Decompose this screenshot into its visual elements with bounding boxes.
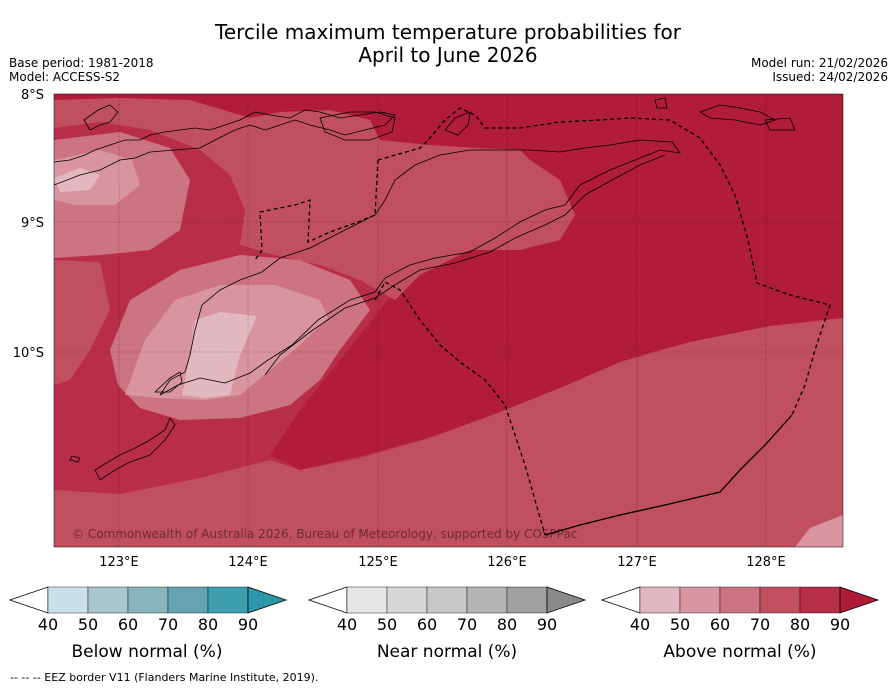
model-label: Model: ACCESS-S2 bbox=[9, 70, 121, 84]
colorbar-segment bbox=[127, 586, 169, 614]
field-90-north bbox=[54, 94, 843, 470]
colorbar-segment bbox=[346, 586, 388, 614]
colorbar-segment bbox=[639, 586, 681, 614]
colorbar-segment bbox=[799, 586, 841, 614]
colorbar-segment bbox=[426, 586, 468, 614]
colorbar-tick-label: 80 bbox=[198, 615, 218, 634]
colorbar-tick-label: 90 bbox=[537, 615, 557, 634]
colorbar-tick-label: 40 bbox=[630, 615, 650, 634]
map-title-line1: Tercile maximum temperature probabilitie… bbox=[215, 20, 681, 44]
colorbar-tick-label: 60 bbox=[417, 615, 437, 634]
lon-label-128e: 128°E bbox=[746, 555, 786, 570]
colorbar-segment bbox=[759, 586, 801, 614]
issued-label: Issued: 24/02/2026 bbox=[772, 70, 888, 84]
colorbar-tick-label: 70 bbox=[750, 615, 770, 634]
field-70-southeast bbox=[54, 318, 843, 547]
legend-above-normal: 40 50 60 70 80 90 Above normal (%) bbox=[600, 586, 880, 662]
model-run-label: Model run: 21/02/2026 bbox=[750, 56, 888, 70]
lat-labels: 8°S 9°S 10°S bbox=[13, 88, 44, 361]
coastlines bbox=[54, 97, 796, 481]
map-frame bbox=[53, 93, 844, 548]
eastern-islands-coast bbox=[654, 97, 796, 131]
base-period-label: Base period: 1981-2018 bbox=[9, 56, 154, 70]
colorbar-tick-label: 60 bbox=[118, 615, 138, 634]
colorbar-segment bbox=[386, 586, 428, 614]
colorbar-tick-label: 40 bbox=[337, 615, 357, 634]
colorbar-extend-low bbox=[307, 586, 348, 614]
lon-label-124e: 124°E bbox=[228, 555, 268, 570]
colorbar-extend-high bbox=[546, 586, 587, 614]
colorbar-extend-low bbox=[8, 586, 49, 614]
colorbar-tick-label: 40 bbox=[38, 615, 58, 634]
lon-label-127e: 127°E bbox=[617, 555, 657, 570]
colorbar-tick-label: 80 bbox=[790, 615, 810, 634]
colorbar-tick-label: 70 bbox=[158, 615, 178, 634]
colorbar-extend-high bbox=[247, 586, 288, 614]
field-40-northwest bbox=[54, 168, 100, 192]
colorbar-tick-label: 60 bbox=[710, 615, 730, 634]
field-70-west bbox=[54, 98, 575, 300]
colorbar-extend-high bbox=[839, 586, 880, 614]
lat-label-8s: 8°S bbox=[21, 88, 44, 103]
colorbar-tick-label: 80 bbox=[497, 615, 517, 634]
eez-border-timor-leste bbox=[377, 107, 831, 416]
colorbar-segment bbox=[167, 586, 209, 614]
timor-inner-coast bbox=[264, 154, 666, 376]
map-title-line2: April to June 2026 bbox=[358, 43, 538, 67]
wetar-island-coast bbox=[319, 111, 396, 141]
legend-below-normal: 40 50 60 70 80 90 Below normal (%) bbox=[8, 586, 288, 662]
eez-footnote: -- -- -- EEZ border V11 (Flanders Marine… bbox=[10, 671, 319, 684]
north-small-island bbox=[444, 111, 471, 136]
colorbar-extend-low bbox=[600, 586, 641, 614]
colorbar-tick-label: 50 bbox=[670, 615, 690, 634]
eez-border-timor-south bbox=[254, 159, 379, 261]
legend-near-title: Near normal (%) bbox=[377, 642, 517, 662]
colorbar-segment bbox=[466, 586, 508, 614]
field-70-southwest bbox=[54, 260, 110, 385]
lon-label-123e: 123°E bbox=[99, 555, 139, 570]
lon-labels: 123°E 124°E 125°E 126°E 127°E 128°E bbox=[99, 555, 786, 570]
colorbar-segment bbox=[207, 586, 249, 614]
lat-label-9s: 9°S bbox=[21, 216, 44, 231]
colorbar-tick-label: 70 bbox=[457, 615, 477, 634]
alor-island-coast bbox=[83, 104, 119, 131]
copyright-label: © Commonwealth of Australia 2026, Bureau… bbox=[72, 527, 577, 541]
colorbar-segment bbox=[679, 586, 721, 614]
legend-above-title: Above normal (%) bbox=[663, 642, 816, 662]
field-50-southeast-corner bbox=[795, 515, 843, 547]
flores-islands-coast bbox=[54, 109, 396, 186]
colorbar-segment bbox=[47, 586, 89, 614]
colorbar-tick-label: 50 bbox=[377, 615, 397, 634]
colorbar-tick-label: 90 bbox=[238, 615, 258, 634]
timor-island-coast bbox=[159, 139, 681, 396]
lon-label-125e: 125°E bbox=[358, 555, 398, 570]
eez-border bbox=[254, 107, 831, 536]
rote-island-coast bbox=[94, 417, 176, 481]
lat-label-10s: 10°S bbox=[13, 346, 44, 361]
colorbar-segment bbox=[506, 586, 548, 614]
lon-label-126e: 126°E bbox=[487, 555, 527, 570]
eez-border-oecusse bbox=[374, 281, 546, 536]
legend-below-title: Below normal (%) bbox=[72, 642, 223, 662]
eez-border-solid-segment bbox=[544, 414, 793, 536]
sawu-island-coast bbox=[69, 455, 81, 463]
colorbar-tick-label: 50 bbox=[78, 615, 98, 634]
colorbar-tick-label: 90 bbox=[830, 615, 850, 634]
colorbar-segment bbox=[87, 586, 129, 614]
colorbar-segment bbox=[719, 586, 761, 614]
field-40-timor-core bbox=[182, 312, 257, 398]
legend-near-normal: 40 50 60 70 80 90 Near normal (%) bbox=[307, 586, 587, 662]
semau-island-coast bbox=[153, 371, 183, 393]
probability-field: © Commonwealth of Australia 2026, Bureau… bbox=[54, 94, 843, 547]
